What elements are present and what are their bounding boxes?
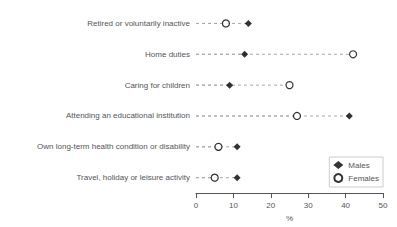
svg-text:%: % — [286, 214, 293, 223]
svg-text:30: 30 — [304, 201, 313, 210]
svg-text:40: 40 — [341, 201, 350, 210]
svg-text:Males: Males — [348, 161, 369, 170]
svg-text:Own long-term health condition: Own long-term health condition or disabi… — [37, 142, 190, 151]
svg-text:0: 0 — [194, 201, 199, 210]
svg-text:Females: Females — [348, 174, 379, 183]
svg-text:Retired or voluntarily inactiv: Retired or voluntarily inactive — [87, 19, 190, 28]
svg-text:Travel, holiday or leisure act: Travel, holiday or leisure activity — [76, 173, 190, 182]
svg-text:10: 10 — [229, 201, 238, 210]
svg-text:50: 50 — [379, 201, 388, 210]
svg-text:Caring for children: Caring for children — [125, 81, 190, 90]
svg-text:Home duties: Home duties — [145, 50, 190, 59]
svg-text:Attending an educational insti: Attending an educational institution — [66, 111, 190, 120]
svg-text:20: 20 — [266, 201, 275, 210]
